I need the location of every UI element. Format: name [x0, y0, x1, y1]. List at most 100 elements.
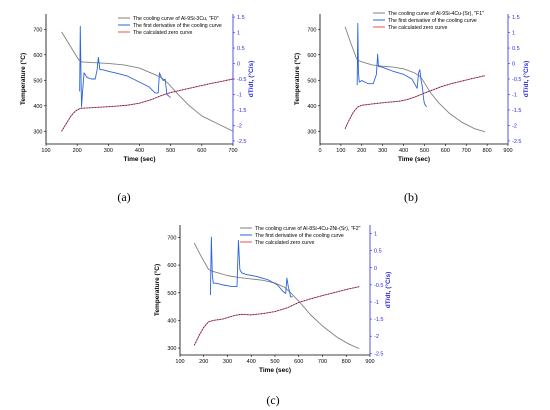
y-tick-label: 400	[33, 104, 42, 110]
x-tick-label: 400	[247, 359, 256, 365]
y2-tick-label: -2	[374, 334, 379, 340]
x-axis-title: Time (sec)	[259, 367, 291, 374]
y2-tick-label: -1	[374, 300, 379, 306]
x-tick-label: 300	[223, 359, 232, 365]
y-tick-label: 500	[33, 78, 42, 84]
x-tick-label: 600	[441, 148, 450, 154]
legend-entry-2: The first derivative of the cooling curv…	[255, 233, 344, 239]
y2-axis-title: dT/dt, (°C/s)	[384, 272, 392, 309]
y-tick-label: 700	[307, 27, 316, 33]
y-axis-title: Temperature (°C)	[153, 264, 161, 316]
series-line-1	[61, 31, 234, 132]
y-tick-label: 600	[167, 263, 176, 269]
chart-panel-2: 0 100 200 300 400 500 600 700 800 900 300 400 500 600…	[293, 11, 530, 204]
legend-entry-3: The calculated zero curve	[255, 240, 315, 246]
legend-entry-3: The calculated zero curve	[388, 25, 448, 31]
x-tick-label: 700	[462, 148, 471, 154]
y2-tick-label: 0	[512, 62, 515, 68]
x-tick-label: 100	[336, 148, 345, 154]
series-line-2	[209, 236, 293, 298]
y-tick-label: 400	[307, 104, 316, 110]
y2-tick-label: -2.5	[374, 351, 383, 357]
y2-tick-label: -1	[237, 92, 242, 98]
series-line-1	[344, 26, 486, 133]
x-tick-label: 200	[73, 148, 82, 154]
y2-tick-label: 1.5	[512, 15, 520, 21]
chart-panel-1: 100 200 300 400 500 600 700 300 400 500 600 700 1.5 1…	[19, 14, 255, 204]
panel-label: (b)	[404, 190, 418, 204]
panel-label: (a)	[117, 190, 130, 204]
series-line-2	[79, 25, 171, 108]
x-tick-label: 200	[357, 148, 366, 154]
legend-entry-2: The first derivative of the cooling curv…	[133, 23, 222, 29]
y2-tick-label: -2.5	[237, 139, 246, 145]
y-tick-label: 500	[167, 291, 176, 297]
x-tick-label: 600	[197, 148, 206, 154]
x-tick-label: 700	[318, 359, 327, 365]
y2-tick-label: 0.5	[512, 46, 520, 52]
chart-panel-3: 100 200 300 400 500 600 700 800 900 300 400 500 600 7…	[153, 225, 392, 407]
x-tick-label: 800	[483, 148, 492, 154]
x-tick-label: 0	[318, 148, 321, 154]
x-axis-title: Time (sec)	[398, 156, 430, 163]
y-tick-label: 600	[307, 53, 316, 59]
y-tick-label: 700	[33, 27, 42, 33]
x-tick-label: 500	[270, 359, 279, 365]
y2-tick-label: -0.5	[374, 283, 383, 289]
x-tick-label: 100	[175, 359, 184, 365]
y-tick-label: 300	[33, 129, 42, 135]
y-tick-label: 300	[307, 129, 316, 135]
y2-tick-label: -2	[237, 123, 242, 129]
x-tick-label: 700	[228, 148, 237, 154]
zero-curve-overlay	[61, 78, 234, 132]
legend-entry-3: The calculated zero curve	[133, 30, 193, 36]
y2-tick-label: -1.5	[237, 108, 246, 114]
series-line-3	[61, 78, 234, 132]
x-tick-label: 300	[104, 148, 113, 154]
y-tick-label: 400	[167, 318, 176, 324]
x-tick-label: 900	[365, 359, 374, 365]
y2-tick-label: 1	[512, 31, 515, 37]
x-tick-label: 500	[166, 148, 175, 154]
series-line-1	[193, 242, 360, 350]
y2-tick-label: -2	[512, 123, 517, 129]
legend-entry-1: The cooling curve of Al-9Si-4Cu-(Sr), "F…	[388, 11, 484, 17]
y2-tick-label: 0	[374, 266, 377, 272]
y-axis-title: Temperature (°C)	[19, 53, 27, 105]
x-tick-label: 100	[41, 148, 50, 154]
y2-tick-label: -0.5	[512, 77, 521, 83]
y2-tick-label: -1.5	[374, 317, 383, 323]
y2-tick-label: -2.5	[512, 139, 521, 145]
y2-tick-label: 0.5	[374, 249, 382, 255]
y-tick-label: 600	[33, 53, 42, 59]
series-line-2	[356, 22, 427, 108]
y2-tick-label: -1	[512, 92, 517, 98]
x-tick-label: 500	[420, 148, 429, 154]
zero-curve-overlay	[344, 75, 486, 129]
y2-axis-title: dT/dt, (°C/s)	[247, 61, 255, 98]
y2-tick-label: 1.5	[237, 15, 245, 21]
y2-tick-label: -1.5	[512, 108, 521, 114]
x-tick-label: 900	[503, 148, 512, 154]
y2-tick-label: 1	[237, 31, 240, 37]
y2-tick-label: 0.5	[237, 46, 245, 52]
x-tick-label: 300	[378, 148, 387, 154]
x-tick-label: 400	[399, 148, 408, 154]
x-tick-label: 400	[135, 148, 144, 154]
zero-curve-overlay	[193, 286, 360, 346]
x-axis-title: Time (sec)	[123, 156, 155, 163]
legend-entry-1: The cooling curve of Al-8Si-4Cu-2Ni-(Sr)…	[255, 226, 361, 232]
series-line-3	[193, 286, 360, 346]
y2-tick-label: -0.5	[237, 77, 246, 83]
series-line-3	[344, 75, 486, 129]
y-tick-label: 500	[307, 78, 316, 84]
panel-label: (c)	[266, 393, 279, 407]
y2-tick-label: 1	[374, 232, 377, 238]
y-axis-title: Temperature (°C)	[293, 53, 301, 105]
y2-tick-label: 0	[237, 62, 240, 68]
x-tick-label: 600	[294, 359, 303, 365]
y-tick-label: 700	[167, 235, 176, 241]
y-tick-label: 300	[167, 346, 176, 352]
